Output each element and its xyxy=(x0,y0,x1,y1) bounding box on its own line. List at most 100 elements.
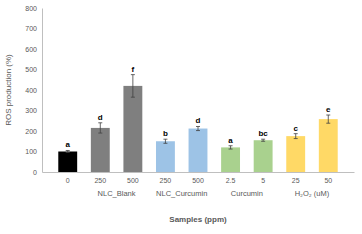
bar xyxy=(286,136,305,172)
group-label: Curcumin xyxy=(231,189,263,198)
y-tick-label: 300 xyxy=(25,107,37,114)
error-bar-stem xyxy=(100,123,101,133)
error-bar xyxy=(261,139,265,141)
x-tick: 500 xyxy=(127,172,139,184)
error-bar-cap xyxy=(261,141,265,142)
error-bar xyxy=(98,123,102,133)
x-tick: 2.5 xyxy=(226,172,236,184)
error-bar xyxy=(229,146,233,149)
x-tick: 5 xyxy=(261,172,265,184)
bar xyxy=(319,119,338,172)
group-label: H₂O₂ (uM) xyxy=(295,189,330,198)
significance-letter: a xyxy=(66,140,71,149)
x-axis: 0 250 500 250 500 2.5 5 25 50 xyxy=(43,172,355,184)
error-bar-cap xyxy=(163,143,167,144)
x-axis-title: Samples (ppm) xyxy=(169,215,227,224)
y-axis-title: ROS production (%) xyxy=(4,54,13,126)
error-bar-stem xyxy=(132,75,133,98)
y-tick-label: 400 xyxy=(25,87,37,94)
error-bar-cap xyxy=(163,139,167,140)
error-bar-stem xyxy=(328,115,329,123)
x-tick-label: 50 xyxy=(324,177,332,184)
x-tick: 250 xyxy=(160,172,172,184)
y-axis: 0 100 200 300 400 500 600 700 800 xyxy=(25,5,42,176)
error-bar-stem xyxy=(198,126,199,130)
error-bar-cap xyxy=(131,97,135,98)
y-tick: 700 xyxy=(25,25,42,32)
group-label: NLC_Blank xyxy=(98,189,136,198)
error-bar-cap xyxy=(196,126,200,127)
error-bar-cap xyxy=(98,133,102,134)
significance-letter: e xyxy=(326,105,331,114)
y-tick-label: 0 xyxy=(33,169,37,176)
significance-letter: b xyxy=(163,129,168,138)
y-tick: 200 xyxy=(25,128,42,135)
error-bar-cap xyxy=(229,149,233,150)
x-tick-label: 250 xyxy=(160,177,172,184)
x-tick-label: 0 xyxy=(66,177,70,184)
error-bar xyxy=(66,150,70,152)
y-tick: 800 xyxy=(25,5,42,12)
error-bar-cap xyxy=(326,123,330,124)
error-bar-cap xyxy=(229,145,233,146)
bar xyxy=(221,147,240,172)
significance-letter: d xyxy=(196,116,201,125)
error-bar-stem xyxy=(165,139,166,143)
significance-letter: c xyxy=(293,124,298,133)
significance-letter: bc xyxy=(258,129,268,138)
y-tick: 100 xyxy=(25,148,42,155)
significance-letter: a xyxy=(228,136,233,145)
y-tick-label: 800 xyxy=(25,5,37,12)
bar xyxy=(189,129,208,172)
y-tick-label: 500 xyxy=(25,66,37,73)
x-axis-line xyxy=(43,172,355,173)
x-tick: 0 xyxy=(66,172,70,184)
error-bar xyxy=(294,134,298,139)
bar xyxy=(123,86,142,172)
error-bar-cap xyxy=(66,150,70,151)
x-tick-label: 2.5 xyxy=(226,177,236,184)
error-bar-stem xyxy=(230,146,231,149)
y-tick-label: 700 xyxy=(25,25,37,32)
marks xyxy=(58,75,337,172)
error-bar-cap xyxy=(196,130,200,131)
plot: 0 100 200 300 400 500 600 700 800 0 250 500 250 500 2.… xyxy=(25,5,354,198)
y-tick-label: 600 xyxy=(25,46,37,53)
y-tick: 500 xyxy=(25,66,42,73)
bar xyxy=(91,128,110,172)
y-axis-line xyxy=(42,9,43,173)
bar xyxy=(254,140,273,172)
y-tick: 300 xyxy=(25,107,42,114)
x-tick-label: 250 xyxy=(94,177,106,184)
error-bar xyxy=(326,115,330,123)
bar xyxy=(58,152,77,173)
error-bar-cap xyxy=(294,133,298,134)
error-bar-cap xyxy=(131,74,135,75)
y-tick: 600 xyxy=(25,46,42,53)
significance-letter: d xyxy=(98,113,103,122)
x-tick-label: 500 xyxy=(192,177,204,184)
x-tick: 250 xyxy=(94,172,106,184)
y-tick: 0 xyxy=(33,169,42,176)
error-bar-cap xyxy=(66,152,70,153)
significance-letter: f xyxy=(132,65,135,74)
x-tick: 500 xyxy=(192,172,204,184)
group-label: NLC_Curcumin xyxy=(156,189,207,198)
error-bar-cap xyxy=(294,138,298,139)
error-bar xyxy=(163,139,167,143)
error-bar-stem xyxy=(295,134,296,139)
x-tick-label: 500 xyxy=(127,177,139,184)
error-bar-cap xyxy=(98,122,102,123)
y-tick: 400 xyxy=(25,87,42,94)
y-tick-label: 100 xyxy=(25,148,37,155)
error-bar-cap xyxy=(326,115,330,116)
x-tick-label: 25 xyxy=(292,177,300,184)
x-tick: 25 xyxy=(292,172,300,184)
error-bar xyxy=(131,75,135,98)
x-tick: 50 xyxy=(324,172,332,184)
error-bar-cap xyxy=(261,139,265,140)
chart: 0 100 200 300 400 500 600 700 800 0 250 500 250 500 2.… xyxy=(0,0,362,234)
bar xyxy=(156,141,175,172)
y-tick-label: 200 xyxy=(25,128,37,135)
x-tick-label: 5 xyxy=(261,177,265,184)
